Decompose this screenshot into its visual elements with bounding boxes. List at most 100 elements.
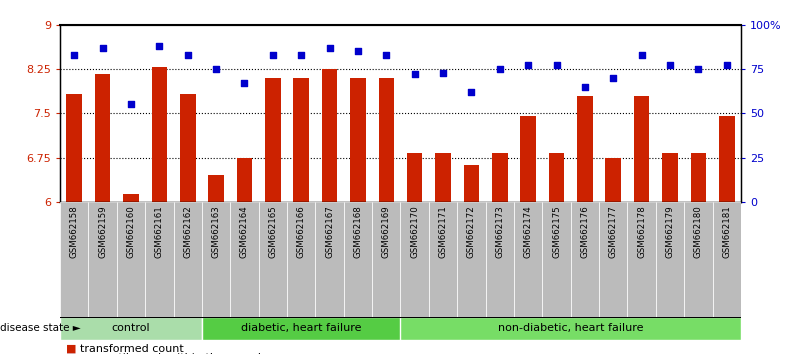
Bar [231, 202, 259, 326]
Bar [429, 202, 457, 326]
Bar [88, 202, 117, 326]
Text: GSM662160: GSM662160 [127, 205, 135, 258]
Text: disease state ►: disease state ► [0, 323, 81, 333]
Text: GSM662176: GSM662176 [581, 205, 590, 258]
Bar [259, 202, 287, 326]
Bar [400, 317, 741, 340]
Point [663, 63, 676, 68]
Bar [634, 96, 650, 202]
Text: diabetic, heart failure: diabetic, heart failure [241, 323, 361, 333]
Bar [180, 95, 195, 202]
Bar [60, 317, 202, 340]
Text: GSM662178: GSM662178 [637, 205, 646, 258]
Text: GSM662180: GSM662180 [694, 205, 702, 258]
Text: GSM662169: GSM662169 [382, 205, 391, 258]
Bar [202, 202, 231, 326]
Bar [606, 158, 621, 202]
Text: GSM662164: GSM662164 [240, 205, 249, 258]
Bar [662, 153, 678, 202]
Bar [577, 96, 593, 202]
Text: GSM662161: GSM662161 [155, 205, 164, 258]
Text: GSM662173: GSM662173 [495, 205, 505, 258]
Text: GSM662158: GSM662158 [70, 205, 78, 258]
Text: GSM662170: GSM662170 [410, 205, 419, 258]
Point [96, 45, 109, 51]
Bar [570, 202, 599, 326]
Bar [208, 175, 224, 202]
Point [692, 66, 705, 72]
Bar [95, 74, 111, 202]
Bar [549, 153, 565, 202]
Text: GSM662165: GSM662165 [268, 205, 277, 258]
Bar [627, 202, 656, 326]
Text: GSM662181: GSM662181 [723, 205, 731, 258]
Point [267, 52, 280, 58]
Bar [60, 202, 88, 326]
Bar [287, 202, 316, 326]
Bar [400, 202, 429, 326]
Point [352, 48, 364, 54]
Point [125, 102, 138, 107]
Text: ■: ■ [66, 344, 77, 354]
Bar [151, 67, 167, 202]
Text: GSM662163: GSM662163 [211, 205, 220, 258]
Text: GSM662174: GSM662174 [524, 205, 533, 258]
Bar [265, 78, 280, 202]
Text: GSM662162: GSM662162 [183, 205, 192, 258]
Point [578, 84, 591, 90]
Bar [464, 165, 479, 202]
Point [437, 70, 449, 75]
Text: GSM662167: GSM662167 [325, 205, 334, 258]
Bar [174, 202, 202, 326]
Text: ■: ■ [66, 353, 77, 354]
Bar [344, 202, 372, 326]
Bar [713, 202, 741, 326]
Bar [293, 78, 309, 202]
Bar [690, 153, 706, 202]
Point [238, 80, 251, 86]
Point [521, 63, 534, 68]
Text: control: control [111, 323, 151, 333]
Bar [236, 158, 252, 202]
Bar [66, 95, 82, 202]
Point [323, 45, 336, 51]
Bar [145, 202, 174, 326]
Bar [521, 116, 536, 202]
Bar [485, 202, 514, 326]
Point [409, 72, 421, 77]
Text: GSM662168: GSM662168 [353, 205, 362, 258]
Point [181, 52, 194, 58]
Point [493, 66, 506, 72]
Point [68, 52, 81, 58]
Text: non-diabetic, heart failure: non-diabetic, heart failure [498, 323, 643, 333]
Text: percentile rank within the sample: percentile rank within the sample [80, 353, 268, 354]
Bar [656, 202, 684, 326]
Bar [202, 317, 400, 340]
Bar [407, 153, 422, 202]
Bar [117, 202, 145, 326]
Text: GSM662175: GSM662175 [552, 205, 561, 258]
Bar [492, 153, 508, 202]
Text: GSM662159: GSM662159 [99, 205, 107, 258]
Point [635, 52, 648, 58]
Bar [684, 202, 713, 326]
Bar [457, 202, 485, 326]
Bar [322, 69, 337, 202]
Point [380, 52, 392, 58]
Bar [316, 202, 344, 326]
Text: GSM662166: GSM662166 [296, 205, 306, 258]
Text: GSM662179: GSM662179 [666, 205, 674, 258]
Bar [123, 194, 139, 202]
Point [720, 63, 733, 68]
Bar [372, 202, 400, 326]
Bar [719, 116, 735, 202]
Bar [542, 202, 570, 326]
Point [607, 75, 620, 81]
Point [153, 43, 166, 49]
Text: GSM662177: GSM662177 [609, 205, 618, 258]
Bar [435, 153, 451, 202]
Point [465, 89, 478, 95]
Point [210, 66, 223, 72]
Bar [514, 202, 542, 326]
Text: transformed count: transformed count [80, 344, 184, 354]
